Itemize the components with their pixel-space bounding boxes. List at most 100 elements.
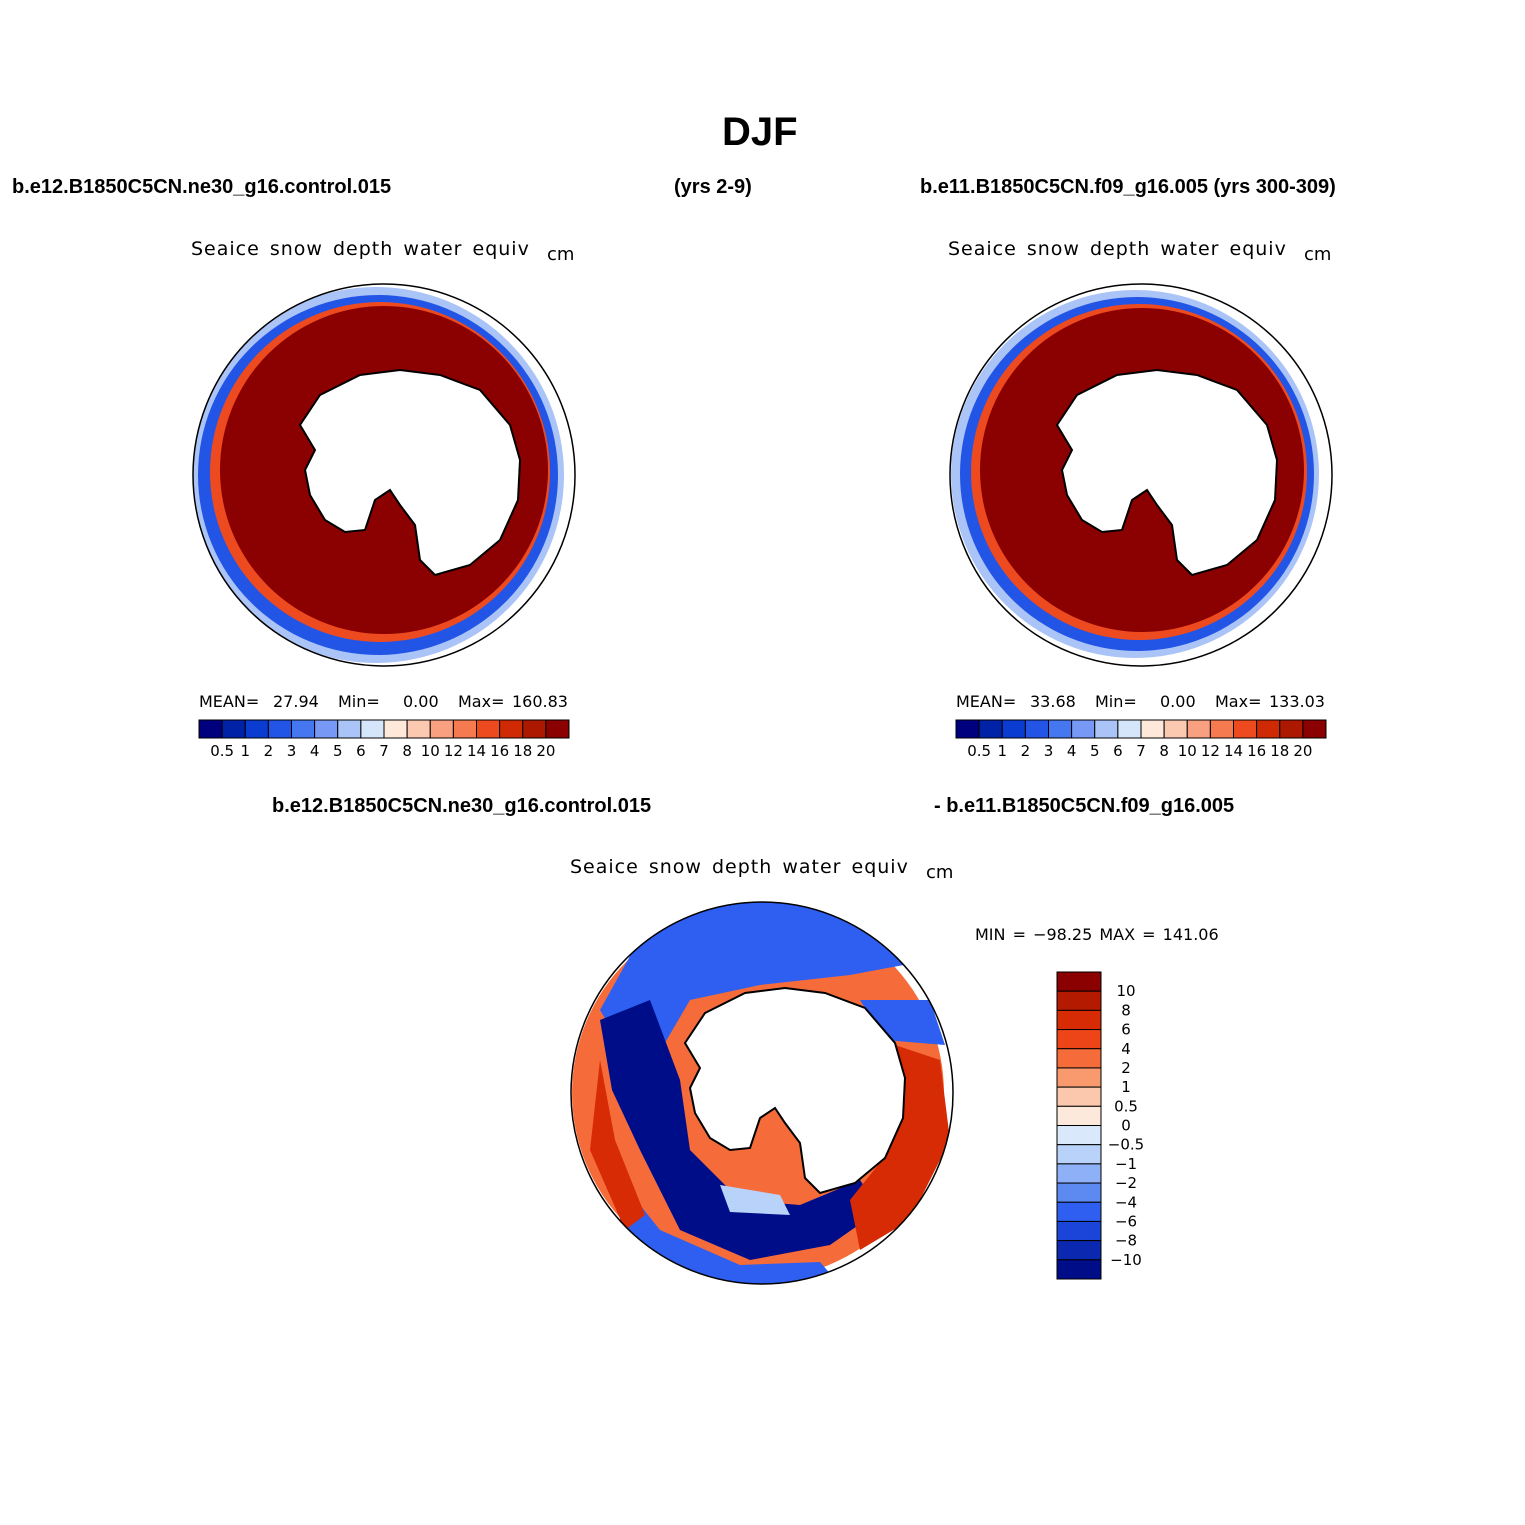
- panel2-map-border: [949, 283, 1333, 667]
- panel3-colorbar-swatch: [1056, 990, 1102, 1011]
- panel2-colorbar-tick-label: 2: [1021, 742, 1031, 760]
- panel1-colorbar-tick-label: 20: [536, 742, 555, 760]
- panel2-min-label: Min=: [1095, 692, 1137, 711]
- panel3-colorbar-tick-label: −10: [1110, 1251, 1142, 1269]
- panel1-colorbar-swatch: [406, 719, 431, 739]
- panel2-colorbar-swatch: [1186, 719, 1211, 739]
- panel2-colorbar-tick-label: 16: [1247, 742, 1266, 760]
- panel3-colorbar-swatch: [1056, 1029, 1102, 1050]
- panel1-colorbar-tick-label: 16: [490, 742, 509, 760]
- panel2-colorbar-tick-label: 8: [1159, 742, 1169, 760]
- panel2-colorbar: 0.5 1 2 3 4 5 6 7 8 10 12 14 16 18 20: [955, 719, 1327, 760]
- panel2-colorbar-swatch: [1163, 719, 1188, 739]
- panel1-max-value: 160.83: [512, 692, 568, 711]
- panel2-mean-label: MEAN=: [956, 692, 1017, 711]
- diff-case1-name: b.e12.B1850C5CN.ne30_g16.control.015: [272, 795, 652, 817]
- panel3-colorbar-swatch: [1056, 1048, 1102, 1069]
- panel1-colorbar-tick-label: 2: [264, 742, 274, 760]
- panel3-red-east: [850, 1040, 950, 1250]
- panel2-colorbar-swatch: [1048, 719, 1073, 739]
- panel3-colorbar-swatch: [1056, 1067, 1102, 1088]
- panel1-colorbar-tick-label: 18: [513, 742, 532, 760]
- panel1-colorbar-swatch: [522, 719, 547, 739]
- panel2-colorbar-tick-label: 6: [1113, 742, 1123, 760]
- panel1-colorbar-tick-label: 14: [467, 742, 486, 760]
- panel1-colorbar-tick-label: 6: [356, 742, 366, 760]
- panel2-min-value: 0.00: [1160, 692, 1196, 711]
- panel1-colorbar-swatch: [221, 719, 246, 739]
- panel2-colorbar-tick-label: 3: [1044, 742, 1054, 760]
- panel3-colorbar-swatch: [1056, 1182, 1102, 1203]
- panel3-colorbar-swatch: [1056, 1086, 1102, 1107]
- panel1-mean-value: 27.94: [273, 692, 319, 711]
- panel1-colorbar-tick-label: 5: [333, 742, 343, 760]
- panel1-units: cm: [547, 244, 575, 265]
- panel3-navy-band: [600, 1000, 880, 1260]
- panel3-colorbar-tick-label: −8: [1115, 1232, 1137, 1250]
- panel3-colorbar-swatch: [1056, 1220, 1102, 1242]
- panel1-colorbar-swatch: [291, 719, 316, 739]
- panel3-colorbar-swatch: [1056, 1009, 1102, 1031]
- panel3-colorbar-tick-label: −0.5: [1108, 1136, 1144, 1154]
- panel1-colorbar-swatch: [476, 719, 501, 739]
- panel2-colorbar-swatch: [1256, 719, 1281, 739]
- panel3-colorbar-tick-label: 4: [1121, 1040, 1131, 1058]
- diff-case2-name: - b.e11.B1850C5CN.f09_g16.005: [934, 795, 1235, 817]
- panel1-colorbar-swatch: [383, 719, 408, 739]
- case1-name: b.e12.B1850C5CN.ne30_g16.control.015: [12, 176, 392, 198]
- panel1-colorbar-swatch: [452, 719, 477, 739]
- panel2-polar-map: [949, 283, 1333, 667]
- panel3-colorbar-tick-label: 8: [1121, 1001, 1131, 1019]
- panel1-colorbar-swatch: [198, 719, 223, 739]
- panel2-colorbar-tick-label: 10: [1178, 742, 1197, 760]
- panel3-colorbar-swatch: [1056, 1144, 1102, 1165]
- panel3-colorbar-tick-label: 10: [1116, 982, 1135, 1000]
- panel2-colorbar-tick-label: 5: [1090, 742, 1100, 760]
- panel3-units: cm: [926, 862, 954, 883]
- panel2-colorbar-swatch: [955, 719, 980, 739]
- panel1-variable-title: Seaice snow depth water equiv: [191, 238, 530, 260]
- panel1-colorbar-tick-label: 1: [240, 742, 250, 760]
- panel1-colorbar-swatch: [244, 719, 269, 739]
- panel2-colorbar-tick-label: 18: [1270, 742, 1289, 760]
- panel2-colorbar-swatch: [1071, 719, 1096, 739]
- panel3-colorbar-tick-label: −1: [1115, 1155, 1137, 1173]
- panel3-colorbar-swatch: [1056, 1105, 1102, 1126]
- panel1-colorbar-swatch: [429, 719, 454, 739]
- panel2-colorbar-swatch: [1140, 719, 1165, 739]
- panel2-colorbar-swatch: [1117, 719, 1142, 739]
- panel1-colorbar: 0.5 1 2 3 4 5 6 7 8 10 12 14 16 18 20: [198, 719, 570, 760]
- panel1-colorbar-swatch: [267, 719, 292, 739]
- panel1-colorbar-tick-label: 4: [310, 742, 320, 760]
- panel3-colorbar-swatch: [1056, 1259, 1102, 1280]
- panel1-colorbar-tick-label: 8: [402, 742, 412, 760]
- panel3-light-patch: [720, 1185, 790, 1215]
- panel3-map-border: [570, 901, 954, 1285]
- panel3-difference-map: [570, 901, 954, 1285]
- panel2-colorbar-swatch: [1209, 719, 1234, 739]
- panel1-min-value: 0.00: [403, 692, 439, 711]
- panel3-colorbar-swatch: [1056, 971, 1102, 992]
- panel3-colorbar-tick-label: 2: [1121, 1059, 1131, 1077]
- panel3-colorbar-tick-label: 6: [1121, 1021, 1131, 1039]
- panel3-colorbar-tick-label: 0: [1121, 1117, 1131, 1135]
- panel2-colorbar-swatch: [1024, 719, 1049, 739]
- panel3-minmax: MIN = −98.25 MAX = 141.06: [975, 925, 1219, 944]
- panel2-colorbar-tick-label: 4: [1067, 742, 1077, 760]
- panel1-colorbar-swatch: [499, 719, 524, 739]
- panel2-colorbar-tick-label: 7: [1136, 742, 1146, 760]
- panel2-colorbar-swatch: [1279, 719, 1304, 739]
- panel1-mean-label: MEAN=: [199, 692, 260, 711]
- panel3-colorbar-tick-label: 0.5: [1114, 1097, 1138, 1115]
- panel1-map-border: [192, 283, 576, 667]
- panel1-colorbar-swatch: [337, 719, 362, 739]
- panel3-colorbar-tick-label: 1: [1121, 1078, 1131, 1096]
- panel2-units: cm: [1304, 244, 1332, 265]
- panel1-colorbar-tick-label: 7: [379, 742, 389, 760]
- panel2-mean-value: 33.68: [1030, 692, 1076, 711]
- panel3-colorbar-tick-label: −6: [1115, 1212, 1137, 1230]
- panel1-polar-map: [192, 283, 576, 667]
